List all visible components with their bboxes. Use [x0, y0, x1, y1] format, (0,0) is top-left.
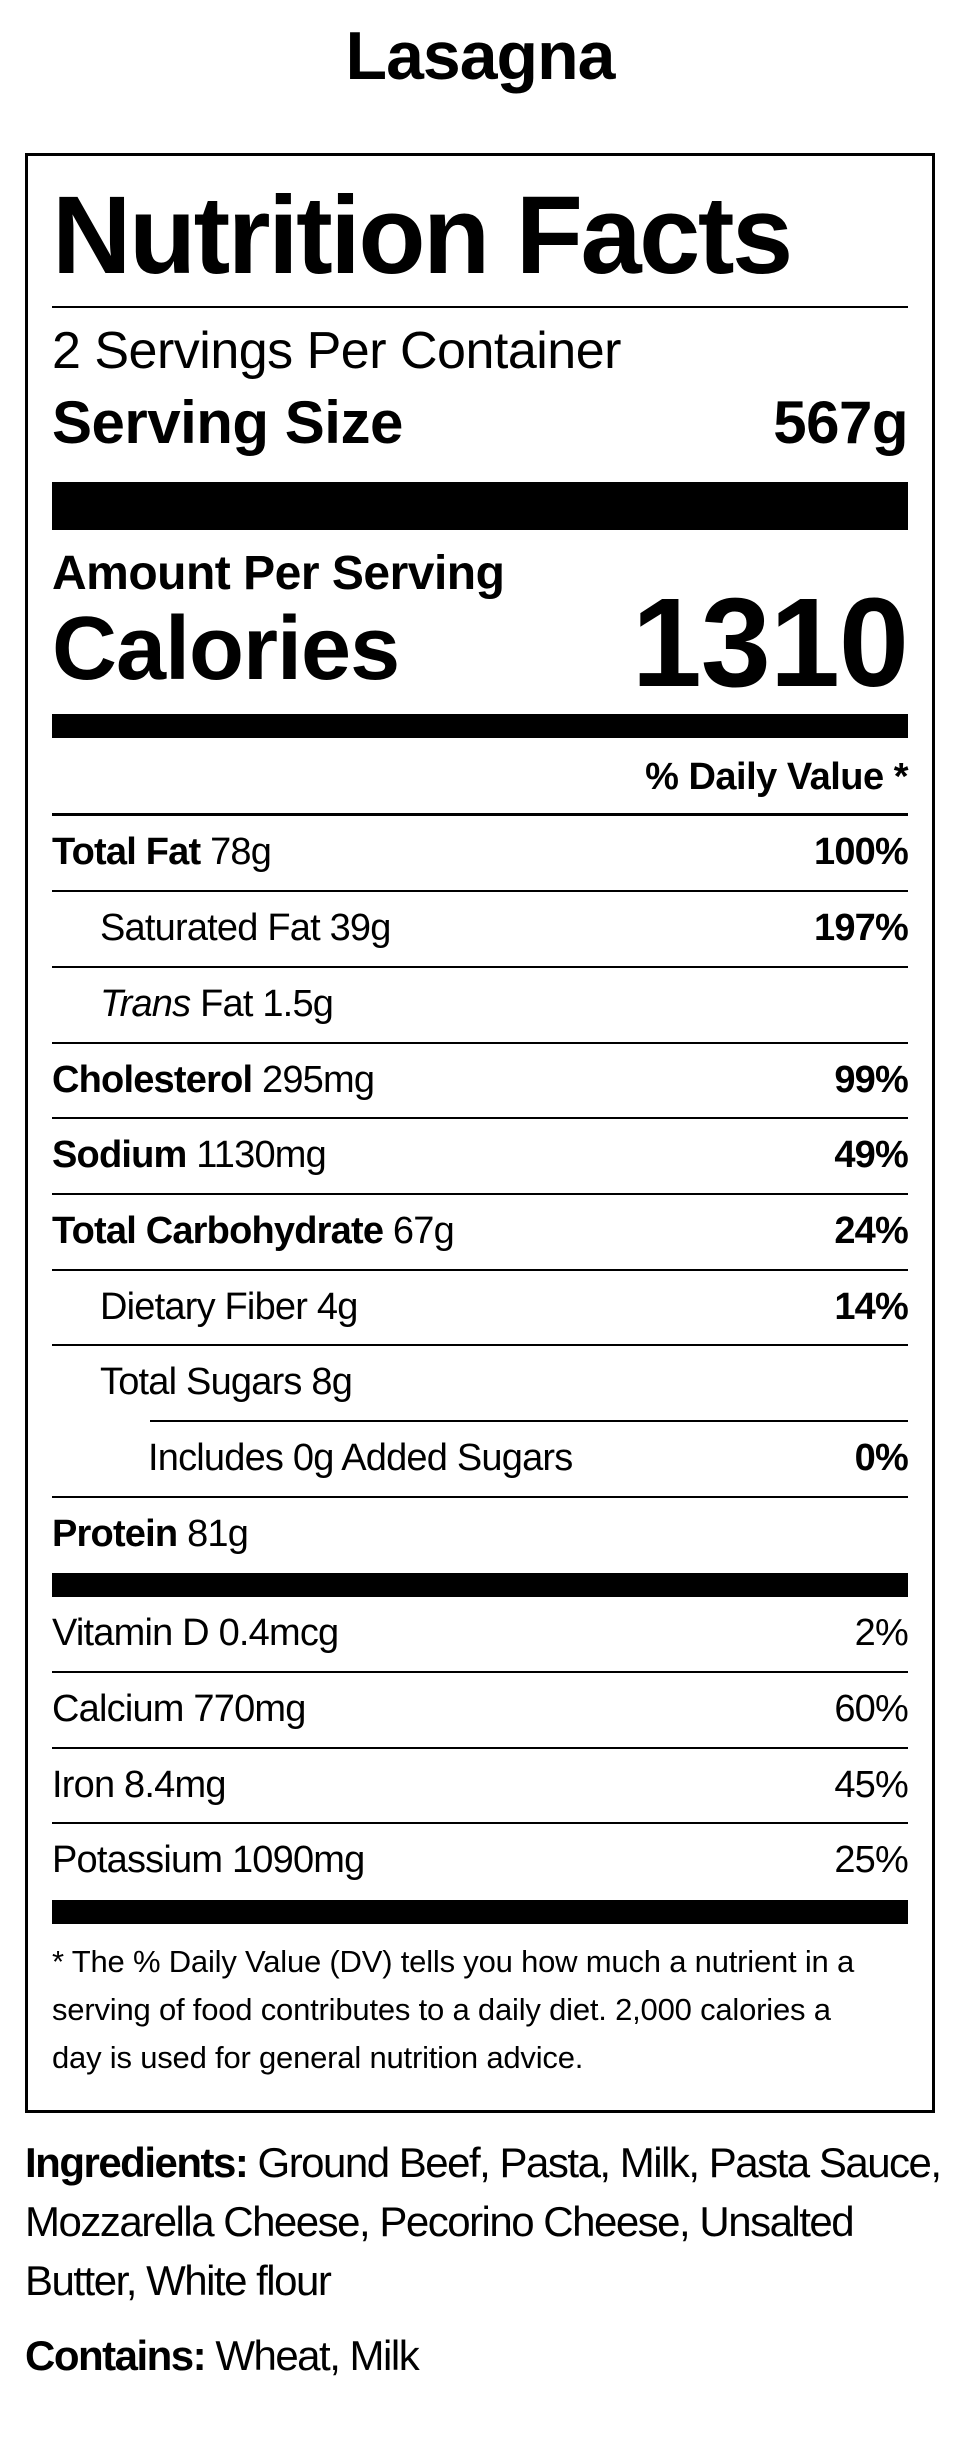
row-calcium: Calcium 770mg 60% — [52, 1673, 909, 1747]
nutrient-name: Sodium 1130mg — [52, 1134, 327, 1177]
divider — [52, 1192, 908, 1195]
nutrient-percent: 24% — [834, 1209, 908, 1252]
nutrition-facts-label: Nutrition Facts 2 Servings Per Container… — [25, 153, 935, 2114]
row-total-carbohydrate: Total Carbohydrate 67g 24% — [52, 1195, 909, 1269]
row-total-sugars: Total Sugars 8g — [52, 1346, 908, 1420]
nutrient-name: Total Carbohydrate 67g — [52, 1209, 455, 1252]
footnote-line: day is used for general nutrition advice… — [52, 2040, 584, 2076]
divider — [52, 1041, 908, 1044]
contains-label: Contains: — [25, 2332, 207, 2380]
footnote-line: * The % Daily Value (DV) tells you how m… — [52, 1944, 855, 1980]
divider-indented — [150, 1419, 908, 1422]
nutrient-name: Total Sugars 8g — [100, 1361, 353, 1404]
calories-row: Calories 1310 — [52, 572, 909, 714]
page-title: Lasagna — [345, 18, 616, 94]
vitamin-percent: 2% — [854, 1612, 909, 1655]
contains-text: Contains: Wheat, Milk — [25, 2332, 420, 2380]
section-bar — [52, 714, 908, 739]
divider — [52, 1495, 908, 1498]
row-total-fat: Total Fat 78g 100% — [52, 816, 909, 890]
divider — [52, 1746, 908, 1749]
row-saturated-fat: Saturated Fat 39g 197% — [52, 892, 909, 966]
nutrient-percent: 0% — [854, 1436, 909, 1479]
divider — [52, 1344, 908, 1347]
divider — [52, 813, 908, 817]
row-added-sugars: Includes 0g Added Sugars 0% — [52, 1422, 909, 1496]
row-trans-fat: Trans Fat 1.5g — [52, 968, 908, 1042]
nutrient-name: Total Fat 78g — [52, 831, 272, 874]
nutrient-percent: 14% — [834, 1285, 908, 1328]
nutrient-name: Dietary Fiber 4g — [100, 1285, 358, 1328]
ingredients-text: Ingredients: Ground Beef, Pasta, Milk, P… — [25, 2139, 942, 2305]
vitamin-name: Iron 8.4mg — [52, 1763, 226, 1806]
nutrition-facts-heading: Nutrition Facts — [52, 174, 793, 297]
serving-size-row: Serving Size 567g — [52, 388, 908, 456]
nutrient-percent: 197% — [814, 907, 909, 950]
vitamin-percent: 60% — [834, 1688, 908, 1731]
nutrient-name: Includes 0g Added Sugars — [148, 1436, 573, 1479]
calories-value: 1310 — [631, 572, 909, 714]
vitamin-name: Potassium 1090mg — [52, 1839, 365, 1882]
section-bar — [52, 1900, 908, 1925]
footnote-line: serving of food contributes to a daily d… — [52, 1992, 831, 2028]
thick-separator-bar — [52, 481, 908, 530]
serving-size-label: Serving Size — [52, 388, 403, 456]
row-sodium: Sodium 1130mg 49% — [52, 1119, 909, 1193]
nutrient-name: Trans Fat 1.5g — [100, 982, 334, 1025]
servings-per-container: 2 Servings Per Container — [52, 322, 621, 381]
daily-value-header: % Daily Value * — [645, 756, 908, 799]
vitamin-percent: 45% — [834, 1763, 908, 1806]
row-iron: Iron 8.4mg 45% — [52, 1749, 909, 1823]
nutrient-percent: 99% — [834, 1058, 908, 1101]
divider — [52, 965, 908, 968]
section-bar — [52, 1573, 908, 1598]
vitamin-name: Calcium 770mg — [52, 1688, 306, 1731]
divider — [52, 890, 908, 893]
ingredients-label: Ingredients: — [25, 2139, 249, 2187]
vitamin-name: Vitamin D 0.4mcg — [52, 1612, 339, 1655]
divider — [52, 1268, 908, 1271]
nutrient-percent: 49% — [834, 1134, 908, 1177]
vitamin-percent: 25% — [834, 1839, 908, 1882]
nutrient-name: Saturated Fat 39g — [100, 907, 391, 950]
row-dietary-fiber: Dietary Fiber 4g 14% — [52, 1271, 909, 1345]
amount-per-serving-label: Amount Per Serving — [52, 546, 505, 600]
row-potassium: Potassium 1090mg 25% — [52, 1824, 909, 1898]
divider — [52, 1822, 908, 1825]
divider — [52, 1117, 908, 1120]
nutrient-name: Protein 81g — [52, 1512, 249, 1555]
divider — [52, 306, 908, 309]
row-cholesterol: Cholesterol 295mg 99% — [52, 1044, 909, 1118]
row-vitamin-d: Vitamin D 0.4mcg 2% — [52, 1597, 909, 1671]
divider — [52, 1671, 908, 1674]
calories-label: Calories — [52, 599, 400, 700]
nutrient-name: Cholesterol 295mg — [52, 1058, 375, 1101]
nutrient-percent: 100% — [814, 831, 909, 874]
daily-value-footnote: * The % Daily Value (DV) tells you how m… — [52, 1924, 908, 2098]
serving-size-value: 567g — [773, 388, 908, 456]
row-protein: Protein 81g — [52, 1498, 908, 1572]
